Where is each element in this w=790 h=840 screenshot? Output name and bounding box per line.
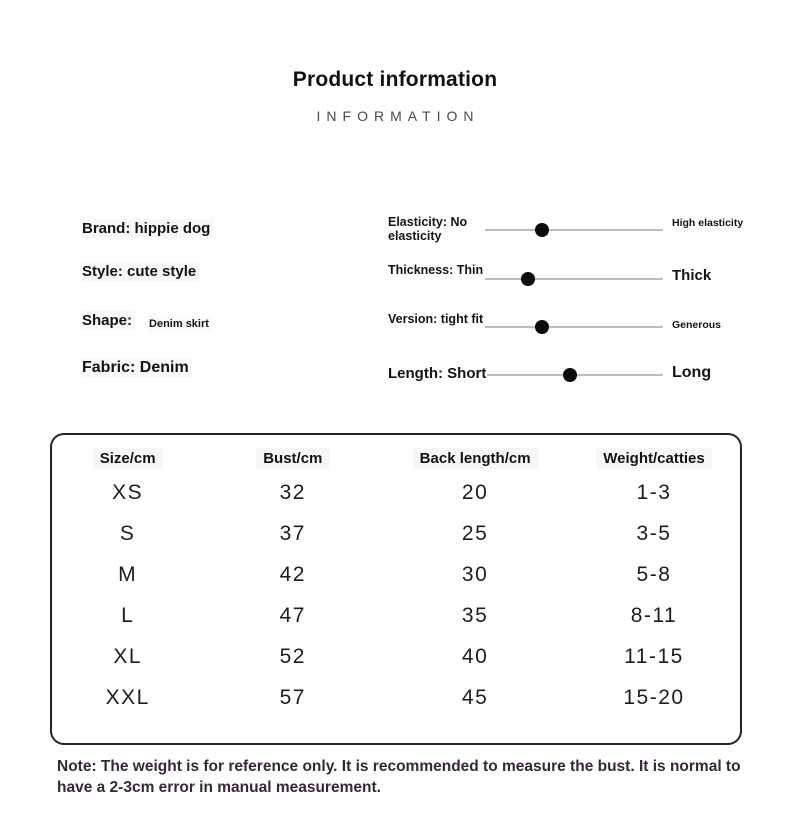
table-row: XS 32 20 1-3 <box>52 472 740 513</box>
table-cell: 40 <box>461 644 489 668</box>
page-subtitle: INFORMATION <box>316 108 480 124</box>
table-row: S 37 25 3-5 <box>52 513 740 554</box>
slider-thickness-label: Thickness: Thin <box>388 263 484 277</box>
slider-elasticity-dot <box>534 223 549 237</box>
table-cell: 25 <box>461 521 489 545</box>
table-cell: 57 <box>279 685 306 709</box>
table-cell: 47 <box>279 603 306 627</box>
slider-length-track <box>487 368 663 382</box>
table-cell: XXL <box>105 685 150 709</box>
table-cell: 8-11 <box>630 603 678 627</box>
table-cell: 1-3 <box>636 480 672 504</box>
column-header-size: Size/cm <box>52 448 203 469</box>
column-header-weight: Weight/catties <box>568 448 740 469</box>
table-cell: S <box>119 521 136 545</box>
table-cell: XL <box>113 644 143 668</box>
slider-elasticity-label: Elasticity: No elasticity <box>388 215 468 243</box>
slider-version-track <box>485 320 663 334</box>
slider-length-label: Length: Short <box>388 365 487 382</box>
table-row: M 42 30 5-8 <box>52 554 740 595</box>
column-header-bust: Bust/cm <box>203 448 382 469</box>
measurement-note: Note: The weight is for reference only. … <box>57 758 741 796</box>
table-cell: 45 <box>461 685 489 709</box>
slider-length-dot <box>562 368 577 382</box>
size-table-body: XS 32 20 1-3 S 37 25 3-5 M 42 30 5-8 L 47 35 8-11 XL 52 40… <box>52 472 740 718</box>
slider-thickness-dot <box>520 272 535 286</box>
table-row: L 47 35 8-11 <box>52 595 740 636</box>
slider-thickness-track <box>485 272 663 286</box>
table-row: XL 52 40 11-15 <box>52 636 740 677</box>
size-table: Size/cm Bust/cm Back length/cm Weight/ca… <box>50 433 742 745</box>
attribute-style-label: Style: cute style <box>81 262 200 281</box>
attribute-style: Style: cute style <box>81 262 200 281</box>
table-cell: 3-5 <box>636 521 672 545</box>
attribute-shape-label: Shape: <box>81 311 136 330</box>
table-row: XXL 57 45 15-20 <box>52 677 740 718</box>
table-cell: XS <box>112 480 144 504</box>
table-cell: 37 <box>279 521 306 545</box>
table-cell: 15-20 <box>623 685 685 709</box>
column-header-back-length: Back length/cm <box>382 448 568 469</box>
attribute-fabric: Fabric: Denim <box>81 358 192 377</box>
table-cell: 35 <box>461 603 489 627</box>
table-cell: 20 <box>461 480 489 504</box>
slider-version-right-label: Generous <box>672 319 722 331</box>
slider-version-label: Version: tight fit <box>388 312 484 326</box>
table-cell: 52 <box>279 644 306 668</box>
slider-version-dot <box>534 320 549 334</box>
attribute-fabric-label: Fabric: Denim <box>81 358 192 377</box>
slider-length-right-label: Long <box>672 364 712 381</box>
attribute-shape-value: Denim skirt <box>147 317 211 331</box>
size-table-header: Size/cm Bust/cm Back length/cm Weight/ca… <box>52 435 740 469</box>
slider-elasticity-right-label: High elasticity <box>672 217 744 229</box>
table-cell: M <box>118 562 138 586</box>
table-cell: 42 <box>279 562 306 586</box>
table-cell: 30 <box>461 562 489 586</box>
table-cell: 32 <box>279 480 306 504</box>
page-title: Product information <box>292 68 498 91</box>
table-cell: 11-15 <box>624 644 684 668</box>
attribute-brand-label: Brand: hippie dog <box>81 219 214 238</box>
slider-elasticity-track <box>485 223 663 237</box>
table-cell: 5-8 <box>636 562 672 586</box>
attribute-brand: Brand: hippie dog <box>81 219 214 238</box>
table-cell: L <box>121 603 135 627</box>
attribute-shape: Shape: Denim skirt <box>81 311 211 331</box>
slider-thickness-right-label: Thick <box>672 267 712 284</box>
